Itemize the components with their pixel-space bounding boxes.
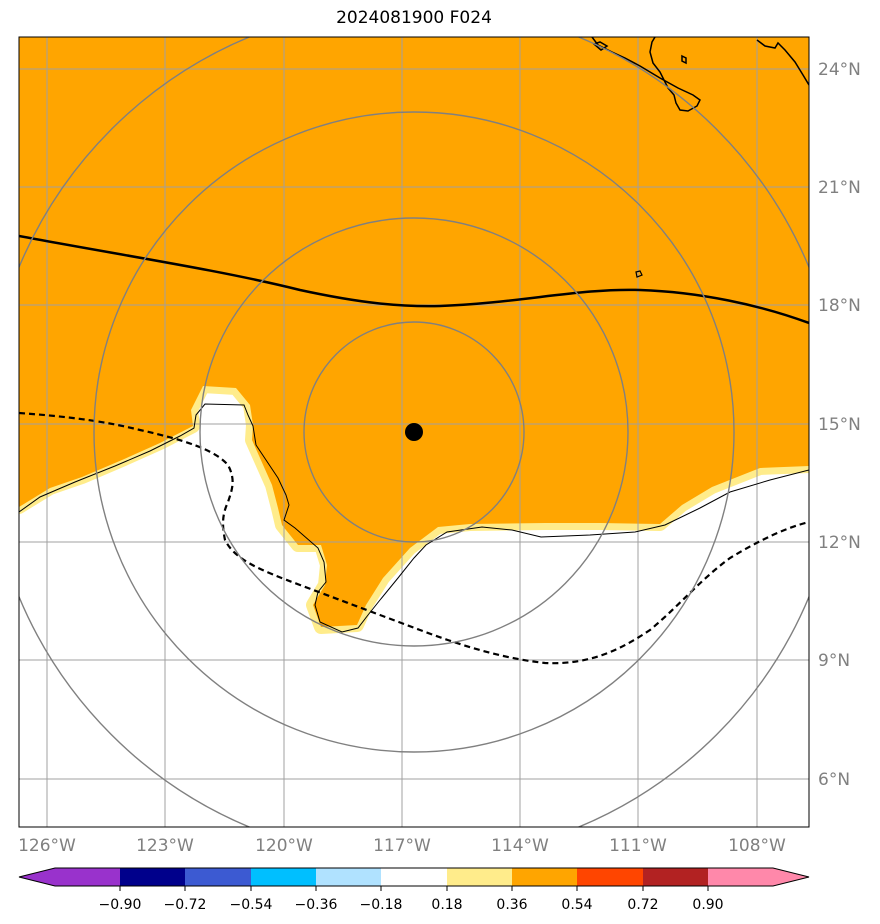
contour-fill-orange bbox=[19, 37, 809, 627]
land-coastline-corner bbox=[756, 39, 809, 86]
lat-tick-label: 21°N bbox=[818, 178, 861, 198]
colorbar-swatch bbox=[447, 868, 512, 886]
lon-tick-label: 117°W bbox=[373, 836, 431, 856]
colorbar-swatch bbox=[55, 868, 120, 886]
colorbar-tick-label: −0.72 bbox=[164, 897, 207, 913]
colorbar-swatch bbox=[708, 868, 773, 886]
colorbar-tick-label: 0.72 bbox=[627, 897, 658, 913]
land-islet bbox=[635, 270, 643, 278]
map-title: 2024081900 F024 bbox=[336, 8, 492, 28]
colorbar-extend-low bbox=[19, 868, 55, 886]
coastline bbox=[19, 403, 809, 633]
colorbar-swatch bbox=[381, 868, 447, 886]
map-area bbox=[19, 37, 809, 827]
colorbar-swatch bbox=[512, 868, 577, 886]
colorbar: −0.90 −0.72 −0.54 −0.36 −0.18 0.18 0.36 … bbox=[18, 867, 810, 913]
lon-tick-label: 114°W bbox=[491, 836, 549, 856]
colorbar-swatch bbox=[577, 868, 643, 886]
lat-tick-labels: 24°N 21°N 18°N 15°N 12°N 9°N 6°N bbox=[818, 60, 861, 790]
colorbar-tick-label: 0.18 bbox=[431, 897, 462, 913]
lat-tick-label: 24°N bbox=[818, 60, 861, 80]
lat-tick-label: 15°N bbox=[818, 415, 861, 435]
lon-tick-labels: 126°W 123°W 120°W 117°W 114°W 111°W 108°… bbox=[18, 836, 786, 856]
colorbar-swatch bbox=[251, 868, 316, 886]
lon-tick-label: 126°W bbox=[18, 836, 76, 856]
storm-center-marker bbox=[405, 423, 423, 441]
lat-tick-label: 12°N bbox=[818, 533, 861, 553]
lon-tick-label: 111°W bbox=[609, 836, 667, 856]
lon-tick-label: 123°W bbox=[136, 836, 194, 856]
colorbar-tick-label: −0.90 bbox=[99, 897, 142, 913]
gridlines bbox=[19, 37, 809, 827]
lon-tick-label: 120°W bbox=[255, 836, 313, 856]
land-island-1 bbox=[592, 41, 609, 51]
colorbar-swatch bbox=[120, 868, 185, 886]
colorbar-extend-high bbox=[773, 868, 809, 886]
colorbar-outline bbox=[18, 867, 810, 887]
colorbar-swatch bbox=[643, 868, 708, 886]
lat-tick-label: 6°N bbox=[818, 770, 850, 790]
land-island-2 bbox=[681, 54, 687, 65]
colorbar-tick-label: 0.36 bbox=[496, 897, 527, 913]
colorbar-swatch bbox=[185, 868, 251, 886]
map-frame bbox=[18, 36, 810, 828]
colorbar-tick-label: −0.36 bbox=[295, 897, 338, 913]
colorbar-tick-label: −0.18 bbox=[360, 897, 403, 913]
lat-tick-label: 18°N bbox=[818, 296, 861, 316]
lon-tick-label: 108°W bbox=[728, 836, 786, 856]
colorbar-ticks bbox=[119, 886, 709, 891]
colorbar-tick-label: 0.54 bbox=[561, 897, 592, 913]
colorbar-tick-label: −0.54 bbox=[230, 897, 273, 913]
lat-tick-label: 9°N bbox=[818, 651, 850, 671]
land-coastline-top-right bbox=[591, 37, 701, 112]
colorbar-swatch bbox=[316, 868, 381, 886]
range-rings bbox=[19, 37, 809, 827]
colorbar-tick-label: 0.90 bbox=[692, 897, 723, 913]
solid-contour-line bbox=[19, 234, 809, 325]
